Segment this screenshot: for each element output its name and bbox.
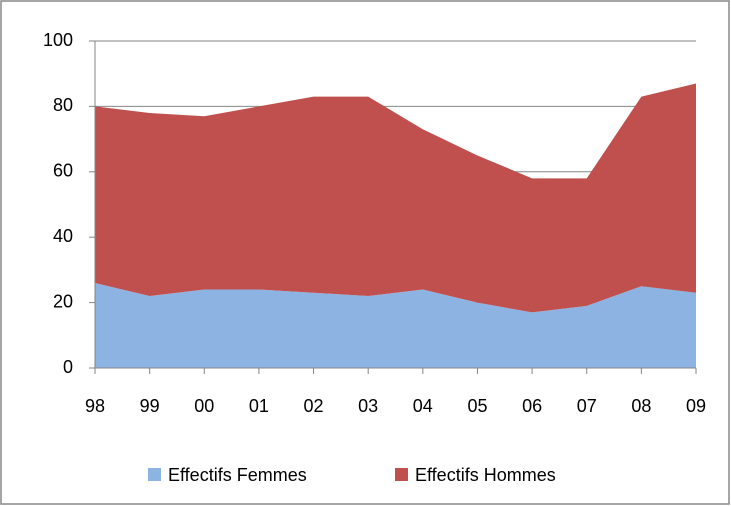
y-tick-label: 60 (53, 161, 73, 181)
legend-swatch (148, 468, 161, 481)
area (95, 83, 696, 313)
y-tick-label: 40 (53, 226, 73, 246)
x-tick-label: 98 (85, 396, 105, 416)
x-tick-label: 07 (577, 396, 597, 416)
y-tick-label: 100 (43, 30, 73, 50)
y-tick-label: 80 (53, 95, 73, 115)
y-tick-label: 0 (63, 357, 73, 377)
y-tick-label: 20 (53, 291, 73, 311)
x-tick-label: 01 (249, 396, 269, 416)
x-tick-label: 04 (413, 396, 433, 416)
x-tick-label: 03 (358, 396, 378, 416)
legend-swatch (395, 468, 408, 481)
x-tick-label: 08 (631, 396, 651, 416)
x-tick-label: 09 (686, 396, 706, 416)
x-tick-label: 02 (304, 396, 324, 416)
x-tick-label: 00 (194, 396, 214, 416)
legend-label: Effectifs Hommes (415, 465, 556, 485)
area (95, 282, 696, 368)
x-tick-label: 99 (140, 396, 160, 416)
legend-label: Effectifs Femmes (168, 465, 307, 485)
x-tick-label: 06 (522, 396, 542, 416)
x-tick-label: 05 (467, 396, 487, 416)
